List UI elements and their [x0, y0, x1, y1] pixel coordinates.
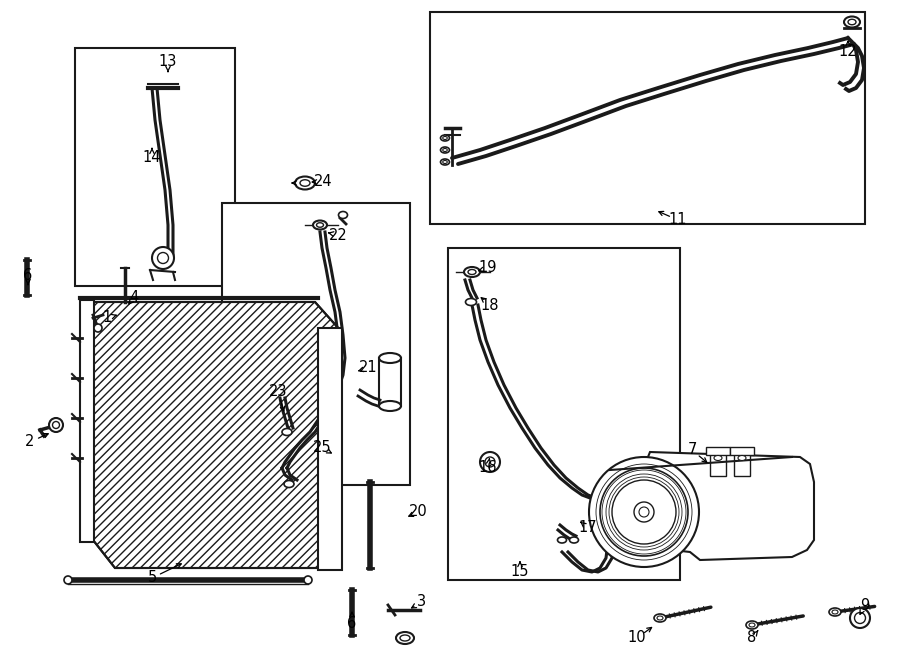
Ellipse shape — [738, 455, 746, 461]
Ellipse shape — [657, 616, 663, 620]
Circle shape — [52, 422, 59, 428]
Ellipse shape — [379, 401, 401, 411]
Text: 6: 6 — [347, 615, 356, 631]
Circle shape — [152, 247, 174, 269]
Text: 19: 19 — [479, 260, 497, 276]
Circle shape — [485, 457, 495, 467]
Bar — [734, 454, 750, 476]
Text: 13: 13 — [158, 54, 177, 69]
Polygon shape — [642, 452, 814, 560]
Text: 7: 7 — [688, 442, 697, 457]
Text: 9: 9 — [860, 598, 869, 613]
Text: 10: 10 — [627, 631, 646, 646]
Bar — [448, 248, 680, 580]
Ellipse shape — [440, 159, 449, 165]
Ellipse shape — [848, 19, 856, 24]
Circle shape — [600, 468, 688, 556]
Text: 18: 18 — [481, 297, 500, 313]
Bar — [80, 300, 94, 542]
Ellipse shape — [714, 455, 722, 461]
Circle shape — [94, 324, 102, 332]
Text: 6: 6 — [23, 268, 32, 282]
Ellipse shape — [295, 176, 315, 190]
Text: 12: 12 — [839, 44, 858, 59]
Circle shape — [480, 452, 500, 472]
Text: 4: 4 — [130, 290, 139, 305]
Text: 14: 14 — [143, 151, 161, 165]
Ellipse shape — [338, 212, 347, 219]
Circle shape — [49, 418, 63, 432]
Circle shape — [639, 507, 649, 517]
Ellipse shape — [282, 428, 292, 436]
Ellipse shape — [379, 353, 401, 363]
Ellipse shape — [443, 161, 447, 163]
Ellipse shape — [468, 270, 476, 274]
Ellipse shape — [300, 180, 310, 186]
Ellipse shape — [844, 17, 860, 28]
Circle shape — [589, 457, 699, 567]
Circle shape — [850, 608, 870, 628]
Ellipse shape — [317, 223, 323, 227]
Ellipse shape — [749, 623, 755, 627]
Text: 8: 8 — [747, 631, 757, 646]
Ellipse shape — [443, 149, 447, 151]
Text: 11: 11 — [669, 212, 688, 227]
Bar — [730, 447, 754, 455]
Ellipse shape — [313, 221, 327, 229]
Text: 20: 20 — [409, 504, 428, 520]
Ellipse shape — [396, 632, 414, 644]
Circle shape — [612, 480, 676, 544]
Bar — [710, 454, 726, 476]
Polygon shape — [93, 302, 340, 568]
Bar — [318, 328, 342, 570]
Text: 17: 17 — [579, 520, 598, 535]
Ellipse shape — [465, 299, 476, 305]
Ellipse shape — [654, 614, 666, 622]
Text: 25: 25 — [312, 440, 331, 455]
Text: 5: 5 — [148, 570, 157, 586]
Ellipse shape — [400, 635, 410, 641]
Circle shape — [854, 613, 866, 623]
Text: 22: 22 — [328, 227, 347, 243]
Text: 24: 24 — [314, 175, 332, 190]
Ellipse shape — [746, 621, 758, 629]
Text: 15: 15 — [511, 564, 529, 580]
Ellipse shape — [440, 135, 449, 141]
Ellipse shape — [557, 537, 566, 543]
Circle shape — [64, 576, 72, 584]
Text: 2: 2 — [25, 434, 35, 449]
Ellipse shape — [464, 267, 480, 277]
Bar — [222, 203, 410, 485]
Text: 21: 21 — [359, 360, 377, 375]
Ellipse shape — [440, 147, 449, 153]
Text: 16: 16 — [479, 461, 497, 475]
Bar — [430, 12, 865, 224]
Bar — [75, 48, 235, 286]
Circle shape — [634, 502, 654, 522]
Ellipse shape — [829, 608, 841, 616]
Circle shape — [304, 576, 312, 584]
Bar — [706, 447, 730, 455]
Ellipse shape — [443, 137, 447, 139]
Ellipse shape — [570, 537, 579, 543]
Ellipse shape — [832, 610, 838, 614]
Ellipse shape — [284, 481, 294, 488]
Text: 1: 1 — [103, 311, 112, 325]
Text: 23: 23 — [269, 385, 287, 399]
Text: 3: 3 — [418, 594, 427, 609]
Circle shape — [158, 253, 168, 264]
